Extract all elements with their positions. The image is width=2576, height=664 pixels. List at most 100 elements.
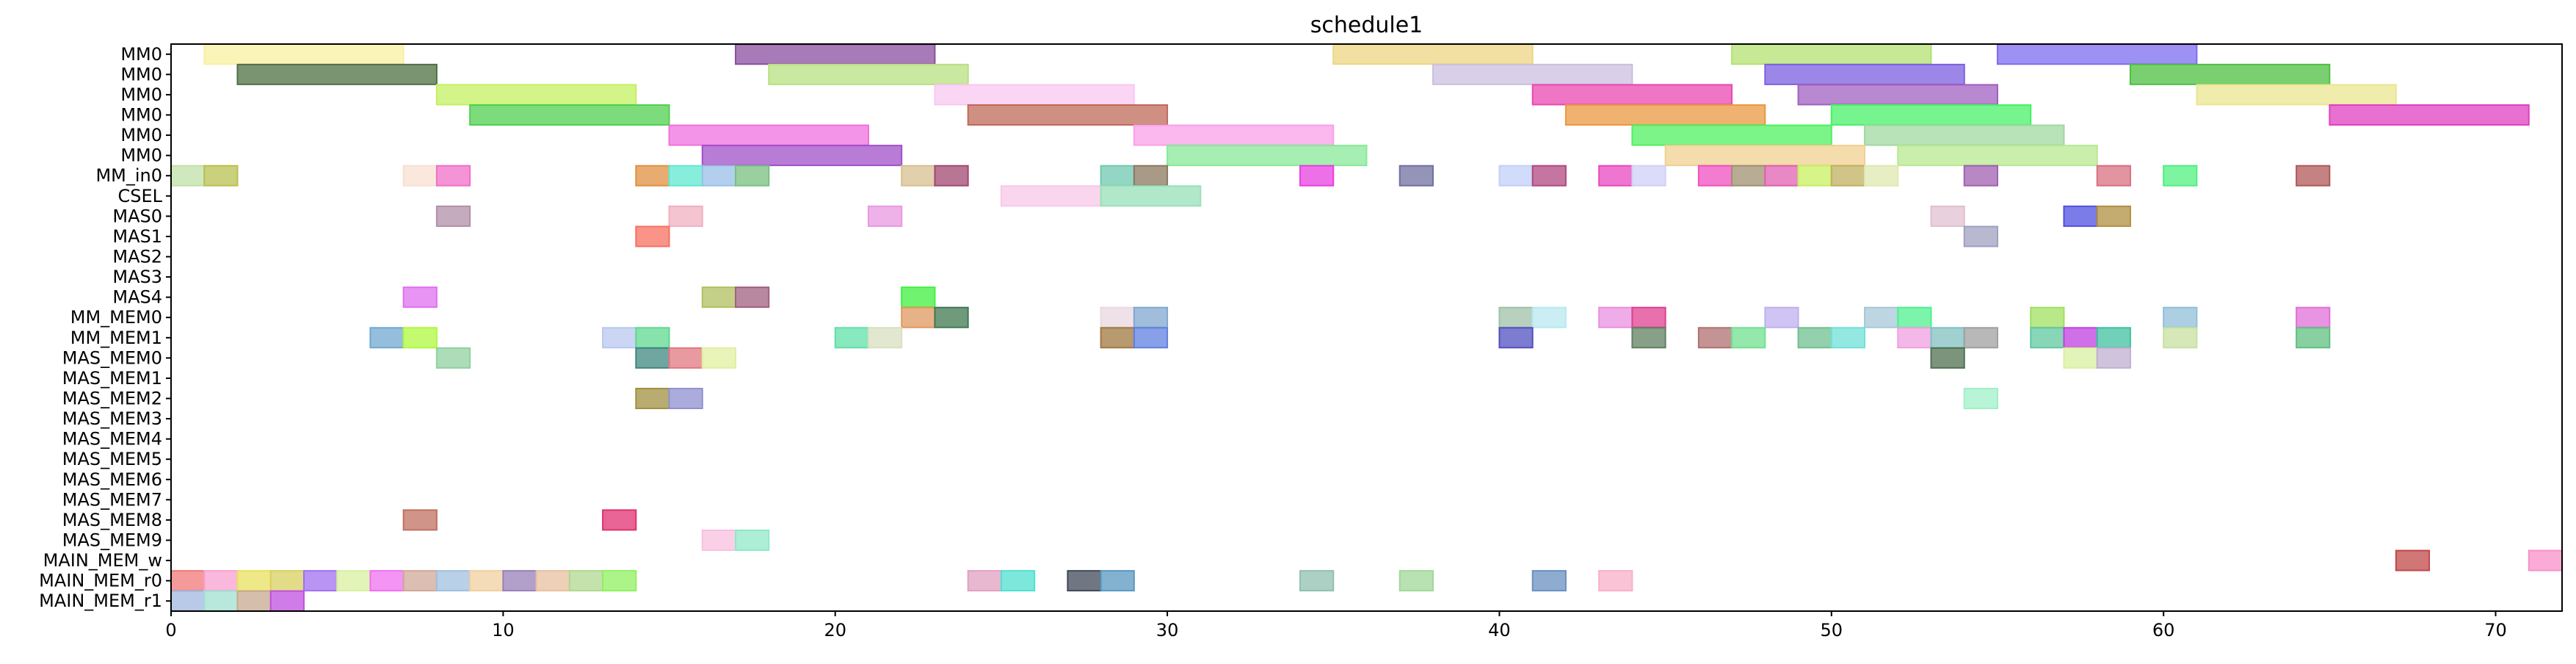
task-bar — [1731, 165, 1766, 187]
task-bar — [1398, 165, 1434, 187]
task-bar — [1830, 327, 1866, 349]
y-tick-label: MM_MEM0 — [70, 307, 162, 328]
task-bar — [435, 205, 471, 227]
task-bar — [934, 306, 969, 328]
task-bar — [1100, 185, 1202, 207]
x-tick-label: 50 — [1821, 620, 1843, 640]
task-bar — [2063, 327, 2098, 349]
task-bar — [668, 124, 869, 146]
x-tick-label: 10 — [492, 620, 515, 640]
task-bar — [2063, 205, 2098, 227]
task-bar — [1830, 104, 2032, 126]
bars-layer — [170, 43, 2564, 612]
task-bar — [1167, 145, 1368, 167]
task-bar — [1864, 306, 1899, 328]
task-bar — [2296, 327, 2331, 349]
task-bar — [1531, 306, 1567, 328]
task-bar — [735, 286, 770, 308]
x-axis: 0 10 20 30 40 50 60 70 — [165, 611, 2507, 640]
task-bar — [901, 306, 936, 328]
task-bar — [435, 570, 471, 592]
task-bar — [701, 145, 903, 167]
task-bar — [2030, 306, 2065, 328]
task-bar — [236, 570, 272, 592]
task-bar — [369, 570, 404, 592]
task-bar — [2063, 347, 2098, 369]
y-tick-label: MAS_MEM9 — [62, 530, 162, 551]
task-bar — [1133, 306, 1169, 328]
task-bar — [1498, 165, 1534, 187]
task-bar — [2163, 327, 2198, 349]
task-bar — [1897, 145, 2098, 167]
y-tick-label: MAS2 — [112, 247, 162, 267]
task-bar — [1100, 306, 1135, 328]
task-bar — [203, 570, 239, 592]
task-bar — [203, 590, 239, 612]
task-bar — [1133, 165, 1169, 187]
task-bar — [1332, 43, 1534, 65]
y-tick-label: MAS_MEM7 — [62, 489, 162, 510]
task-bar — [435, 165, 471, 187]
task-bar — [2329, 104, 2530, 126]
task-bar — [1731, 43, 1932, 65]
task-bar — [635, 165, 670, 187]
task-bar — [1697, 165, 1733, 187]
task-bar — [1764, 165, 1799, 187]
task-bar — [402, 286, 438, 308]
task-bar — [369, 327, 404, 349]
y-tick-label: MM0 — [120, 105, 162, 126]
task-bar — [1598, 165, 1633, 187]
task-bar — [602, 509, 637, 531]
task-bar — [1664, 145, 1866, 167]
y-tick-label: MAS_MEM4 — [62, 429, 162, 450]
task-bar — [1697, 327, 1733, 349]
y-tick-label: MM_MEM1 — [70, 328, 162, 348]
task-bar — [2096, 205, 2131, 227]
task-bar — [1963, 387, 1998, 410]
task-bar — [635, 387, 670, 410]
task-bar — [934, 84, 1135, 106]
task-bar — [535, 570, 570, 592]
x-tick-label: 20 — [824, 620, 846, 640]
task-bar — [1000, 185, 1102, 207]
task-bar — [170, 570, 206, 592]
task-bar — [1864, 165, 1899, 187]
y-tick-label: MAS_MEM1 — [62, 368, 162, 389]
task-bar — [1498, 306, 1534, 328]
task-bar — [1133, 327, 1169, 349]
task-bar — [2296, 165, 2331, 187]
task-bar — [1631, 124, 1832, 146]
task-bar — [203, 165, 239, 187]
task-bar — [867, 205, 903, 227]
task-bar — [668, 165, 703, 187]
y-tick-label: MAS4 — [112, 287, 162, 308]
task-bar — [469, 570, 504, 592]
task-bar — [1930, 347, 1965, 369]
task-bar — [635, 225, 670, 248]
task-bar — [2030, 327, 2065, 349]
task-bar — [2096, 165, 2131, 187]
task-bar — [1631, 165, 1666, 187]
task-bar — [1531, 570, 1567, 592]
task-bar — [967, 570, 1002, 592]
task-bar — [1930, 327, 1965, 349]
task-bar — [336, 570, 371, 592]
y-tick-label: MAS3 — [112, 267, 162, 287]
task-bar — [735, 529, 770, 552]
y-tick-label: MAS0 — [112, 206, 162, 226]
task-bar — [2528, 549, 2564, 571]
task-bar — [402, 570, 438, 592]
task-bar — [1930, 205, 1965, 227]
y-tick-label: MM0 — [120, 125, 162, 145]
task-bar — [203, 43, 404, 65]
y-tick-label: MAIN_MEM_w — [43, 550, 162, 571]
task-bar — [735, 165, 770, 187]
task-bar — [1598, 570, 1633, 592]
y-tick-label: MAIN_MEM_r1 — [39, 591, 162, 611]
task-bar — [701, 529, 737, 552]
task-bar — [435, 347, 471, 369]
y-tick-label: MAS_MEM0 — [62, 347, 162, 368]
task-bar — [1996, 43, 2198, 65]
x-tick-label: 30 — [1156, 620, 1179, 640]
task-bar — [469, 104, 670, 126]
